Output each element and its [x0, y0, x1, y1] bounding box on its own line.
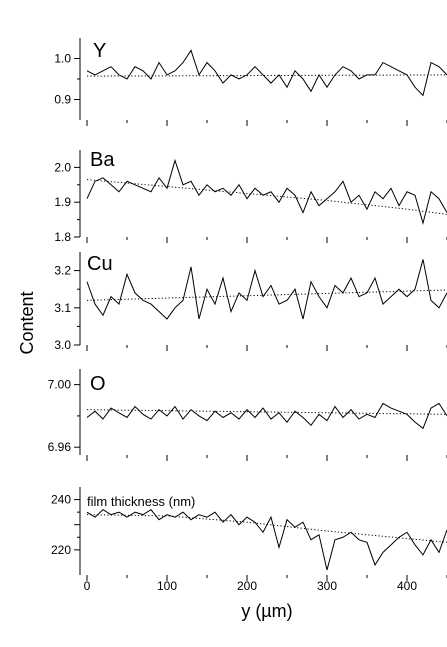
panel-title: film thickness (nm)	[87, 494, 195, 509]
trend-line	[86, 514, 447, 543]
x-tick-label: 400	[397, 579, 417, 593]
trend-line	[86, 409, 447, 415]
panel-3: 3.0 3.1 3.2 Cu	[54, 252, 447, 352]
y-tick-label: 220	[51, 543, 71, 557]
panel-x-ticks	[86, 237, 447, 243]
trend-line	[86, 289, 447, 301]
y-tick-label: 3.0	[54, 338, 71, 352]
y-tick-label: 7.00	[48, 378, 72, 392]
panel-title: O	[90, 373, 106, 395]
x-tick-label: 0	[84, 579, 91, 593]
x-tick-label: 200	[237, 579, 257, 593]
data-series-line	[86, 259, 447, 320]
y-tick-label: 3.2	[54, 264, 71, 278]
data-series-line	[86, 402, 447, 430]
y-tick-label: 6.96	[48, 440, 72, 454]
y-tick-label: 1.8	[54, 230, 71, 244]
x-tick-label: 300	[317, 579, 337, 593]
data-series-line	[86, 49, 447, 97]
data-series-line	[86, 158, 447, 225]
y-tick-label: 1.9	[54, 195, 71, 209]
panel-title: Cu	[87, 253, 113, 275]
panel-x-ticks	[86, 575, 447, 581]
y-tick-label: 3.1	[54, 301, 71, 315]
panel-title: Ba	[90, 149, 115, 171]
panel-2: 1.8 1.9 2.0 Ba	[54, 149, 447, 244]
panel-x-ticks	[86, 120, 447, 126]
trend-line	[86, 74, 447, 77]
panel-x-ticks	[86, 345, 447, 351]
y-tick-label: 2.0	[54, 160, 71, 174]
y-tick-label: 0.9	[54, 93, 71, 107]
trend-line	[86, 179, 447, 215]
y-axis-title: Content	[17, 291, 37, 354]
panel-1: 0.9 1.0 Y	[54, 38, 447, 126]
y-tick-label: 240	[51, 493, 71, 507]
panel-5: 220 240 film thickness (nm)	[51, 487, 447, 581]
x-axis: 0 100 200 300 400	[84, 579, 418, 593]
panel-x-ticks	[86, 455, 447, 461]
panels-group: 0.9 1.0 Y 1.8 1.9 2.0 Ba 3.0 3.1 3.2 Cu 6.96 7.00 O 22…	[48, 38, 447, 581]
panel-4: 6.96 7.00 O	[48, 369, 447, 461]
panel-title: Y	[93, 40, 106, 62]
x-axis-title: y (µm)	[241, 601, 292, 621]
x-tick-label: 100	[157, 579, 177, 593]
y-tick-label: 1.0	[54, 52, 71, 66]
data-series-line	[86, 508, 447, 571]
